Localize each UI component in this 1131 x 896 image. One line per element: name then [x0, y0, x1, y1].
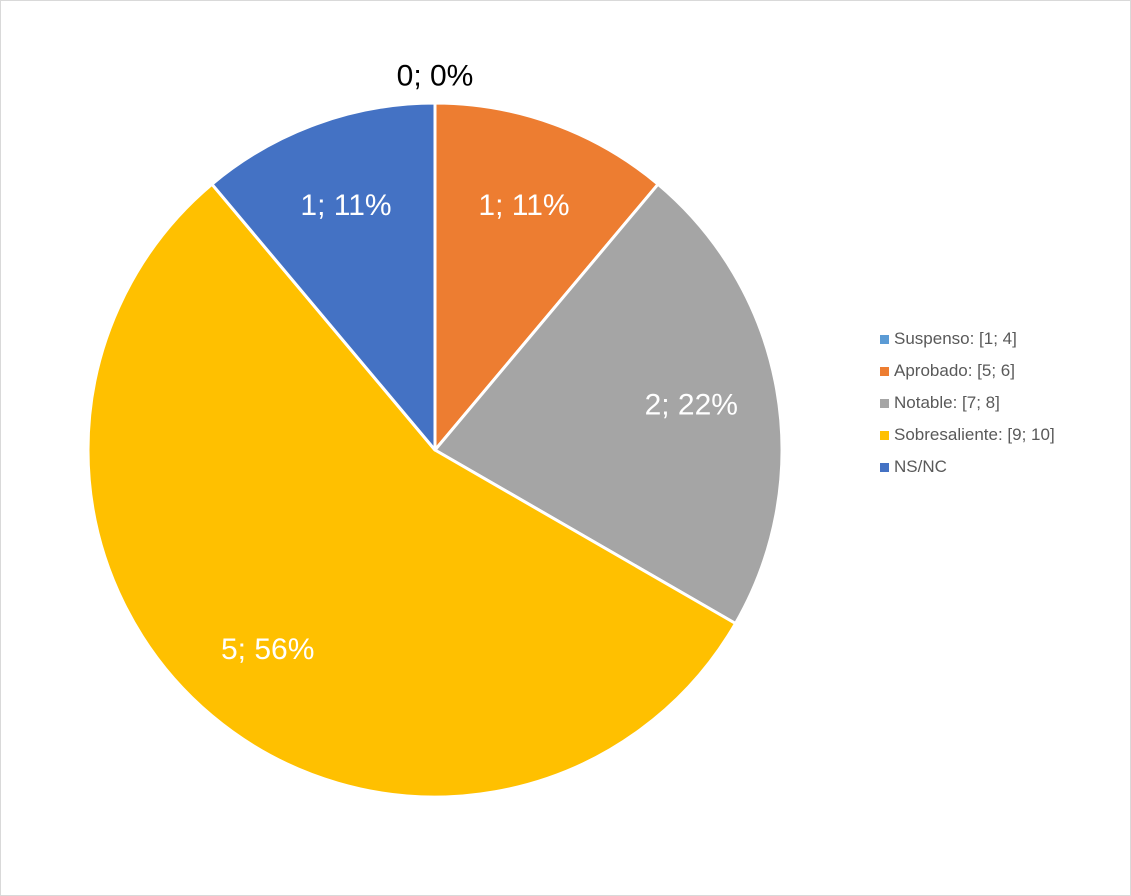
pie-slice-notable-7-8: [433, 182, 784, 625]
pie-slice-sobresaliente-9-10: [86, 182, 738, 799]
chart-legend: Suspenso: [1; 4] Aprobado: [5; 6] Notable:…: [880, 323, 1055, 483]
pie-slice-ns-nc: [210, 101, 437, 452]
legend-label: Sobresaliente: [9; 10]: [894, 425, 1055, 444]
legend-swatch: [880, 366, 889, 376]
legend-swatch: [880, 430, 889, 440]
data-label-aprobado-5-6: 1; 11%: [478, 189, 569, 222]
legend-item-notable-7-8: Notable: [7; 8]: [880, 387, 1055, 419]
legend-label: Suspenso: [1; 4]: [894, 329, 1017, 348]
legend-item-sobresaliente-9-10: Sobresaliente: [9; 10]: [880, 419, 1055, 451]
data-label-suspenso-1-4: 0; 0%: [397, 60, 474, 93]
legend-item-aprobado-5-6: Aprobado: [5; 6]: [880, 355, 1055, 387]
data-label-sobresaliente-9-10: 5; 56%: [221, 633, 314, 666]
legend-swatch: [880, 462, 889, 472]
data-label-ns-nc: 1; 11%: [300, 189, 391, 222]
legend-item-suspenso-1-4: Suspenso: [1; 4]: [880, 323, 1055, 355]
legend-label: Notable: [7; 8]: [894, 393, 1000, 412]
legend-swatch: [880, 398, 889, 408]
data-label-notable-7-8: 2; 22%: [645, 388, 738, 421]
legend-label: NS/NC: [894, 457, 947, 476]
legend-label: Aprobado: [5; 6]: [894, 361, 1015, 380]
pie-slice-aprobado-5-6: [433, 101, 660, 452]
legend-swatch: [880, 334, 889, 344]
legend-item-ns-nc: NS/NC: [880, 451, 1055, 483]
